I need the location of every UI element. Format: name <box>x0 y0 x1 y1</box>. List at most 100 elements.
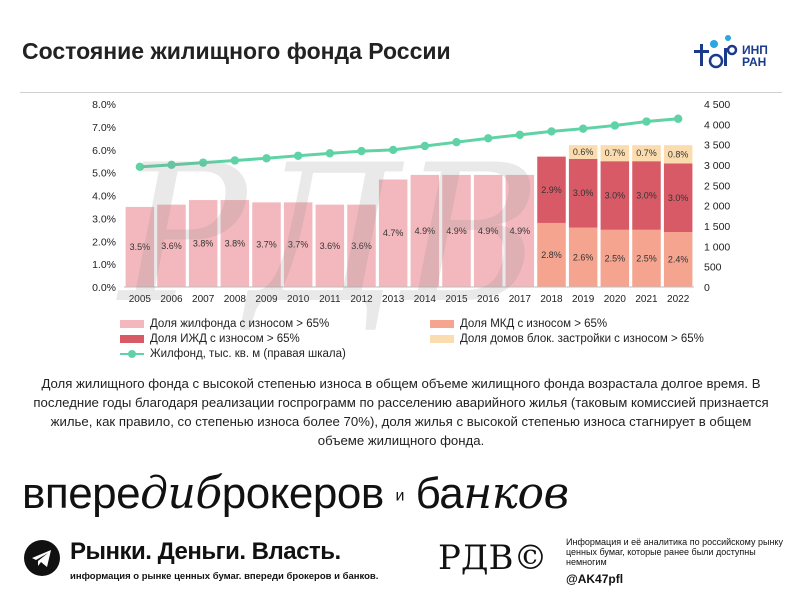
line-point <box>135 162 145 172</box>
bar-label-mkd: 2.8% <box>541 250 562 260</box>
y-right-tick-label: 500 <box>704 262 722 274</box>
bar-label-izhd: 2.9% <box>541 185 562 195</box>
y-right-tick-label: 4 000 <box>704 119 730 131</box>
y-left-tick-label: 8.0% <box>92 99 116 111</box>
bar-label-izhd: 3.0% <box>636 191 657 201</box>
bar-label-block: 0.7% <box>636 148 657 158</box>
bar-share-total <box>378 179 408 287</box>
bar-label-share-total: 3.5% <box>130 242 151 252</box>
line-point <box>230 156 240 165</box>
bar-mkd <box>600 229 630 287</box>
bar-mkd <box>537 222 566 287</box>
bar-share-total <box>125 206 155 287</box>
bar-share-total <box>252 202 281 287</box>
y-right-tick-label: 4 500 <box>704 99 730 111</box>
bar-share-total <box>157 204 186 287</box>
y-right-tick-label: 2 500 <box>704 180 730 192</box>
bar-label-share-total: 4.9% <box>446 226 467 236</box>
bar-label-block: 0.8% <box>668 149 689 159</box>
info-text: Информация и её аналитика по российскому… <box>566 537 783 567</box>
bar-label-share-total: 3.7% <box>256 240 277 250</box>
plot-area <box>124 104 694 287</box>
bar-block <box>568 145 598 159</box>
bar-label-share-total: 4.9% <box>478 226 499 236</box>
bar-label-share-total: 3.6% <box>320 241 341 251</box>
line-point <box>198 158 208 167</box>
legend-mkd: Доля МКД с износом > 65% <box>430 318 607 330</box>
slogan: впередиброкеров и банков <box>22 468 569 519</box>
x-tick-label: 2017 <box>509 294 532 305</box>
bar-share-total <box>315 204 345 287</box>
legend-share-total: Доля жилфонда с износом > 65% <box>120 318 329 330</box>
x-tick-label: 2013 <box>382 294 405 305</box>
bar-share-total <box>473 174 503 287</box>
x-tick-label: 2018 <box>540 294 563 305</box>
y-left-tick-label: 1.0% <box>92 259 116 271</box>
bar-share-total <box>410 174 440 287</box>
x-tick-label: 2011 <box>319 294 341 305</box>
legend-swatch-mkd <box>430 319 454 328</box>
page-title: Состояние жилищного фонда России <box>22 38 451 64</box>
bar-label-share-total: 4.7% <box>383 228 404 238</box>
bar-label-block: 0.7% <box>605 148 626 158</box>
line-point <box>262 154 271 163</box>
telegram-icon[interactable] <box>24 540 60 576</box>
bar-label-block: 0.6% <box>573 147 594 157</box>
y-left-tick-label: 3.0% <box>92 213 116 225</box>
y-right-tick-label: 1 500 <box>704 221 730 233</box>
legend-line: Жилфонд, тыс. кв. м (правая шкала) <box>120 348 346 360</box>
x-tick-label: 2008 <box>224 294 247 305</box>
line-point <box>578 124 588 133</box>
bar-share-total <box>283 202 313 287</box>
logo-text: ИНП РАН <box>742 43 768 69</box>
bar-block <box>632 145 661 162</box>
line-point <box>293 151 303 160</box>
legend-swatch-izhd <box>120 334 144 343</box>
bar-block <box>600 145 630 162</box>
legend-swatch-share-total <box>120 319 144 328</box>
line-point <box>610 121 620 130</box>
bar-label-mkd: 2.6% <box>573 252 594 262</box>
bar-label-mkd: 2.5% <box>605 253 626 263</box>
x-tick-label: 2020 <box>604 294 627 305</box>
bar-izhd <box>537 156 566 223</box>
line-point <box>483 134 493 143</box>
channel-brand: Рынки. Деньги. Власть. <box>70 538 341 565</box>
line-point <box>325 149 335 158</box>
bar-label-izhd: 3.0% <box>668 193 689 203</box>
bar-label-share-total: 3.8% <box>225 239 246 249</box>
line-point <box>388 145 398 155</box>
legend-block: Доля домов блок. застройки с износом > 6… <box>430 333 704 345</box>
x-tick-label: 2021 <box>635 294 658 305</box>
line-point <box>452 137 461 147</box>
y-left-tick-label: 2.0% <box>92 236 116 248</box>
y-right-tick-label: 2 000 <box>704 201 730 213</box>
housing-chart: 3.5% 3.6% 3.8% 3.8% 3.7% 3.7% 3.6% 3.6% 4.7% 4.9%… <box>92 99 730 345</box>
bar-label-mkd: 2.5% <box>636 253 657 263</box>
bar-share-total <box>347 204 376 287</box>
bar-label-share-total: 3.6% <box>161 241 182 251</box>
y-left-tick-label: 5.0% <box>92 168 116 180</box>
legend-swatch-block <box>430 334 454 343</box>
y-right-tick-label: 0 <box>704 282 710 294</box>
line-point <box>673 114 683 123</box>
y-left-tick-label: 4.0% <box>92 191 116 203</box>
title-divider <box>20 92 782 93</box>
x-tick-label: 2006 <box>160 294 183 305</box>
x-tick-label: 2022 <box>667 294 690 305</box>
description-text: Доля жилищного фонда с высокой степенью … <box>33 376 769 448</box>
line-housing-stock <box>139 117 679 169</box>
bar-label-izhd: 3.0% <box>573 188 594 198</box>
svg-text:РДВ: РДВ <box>116 124 541 345</box>
bar-share-total <box>505 174 535 287</box>
bar-mkd <box>663 232 693 287</box>
bar-label-mkd: 2.4% <box>668 255 689 265</box>
x-tick-label: 2019 <box>572 294 595 305</box>
bar-label-share-total: 4.9% <box>415 226 436 236</box>
bar-block <box>663 145 693 164</box>
bar-label-share-total: 3.7% <box>288 240 309 250</box>
channel-handle[interactable]: @AK47pfl <box>566 572 624 586</box>
x-tick-label: 2016 <box>477 294 500 305</box>
x-tick-label: 2009 <box>255 294 278 305</box>
rdv-logo: РДВ© <box>438 538 548 578</box>
